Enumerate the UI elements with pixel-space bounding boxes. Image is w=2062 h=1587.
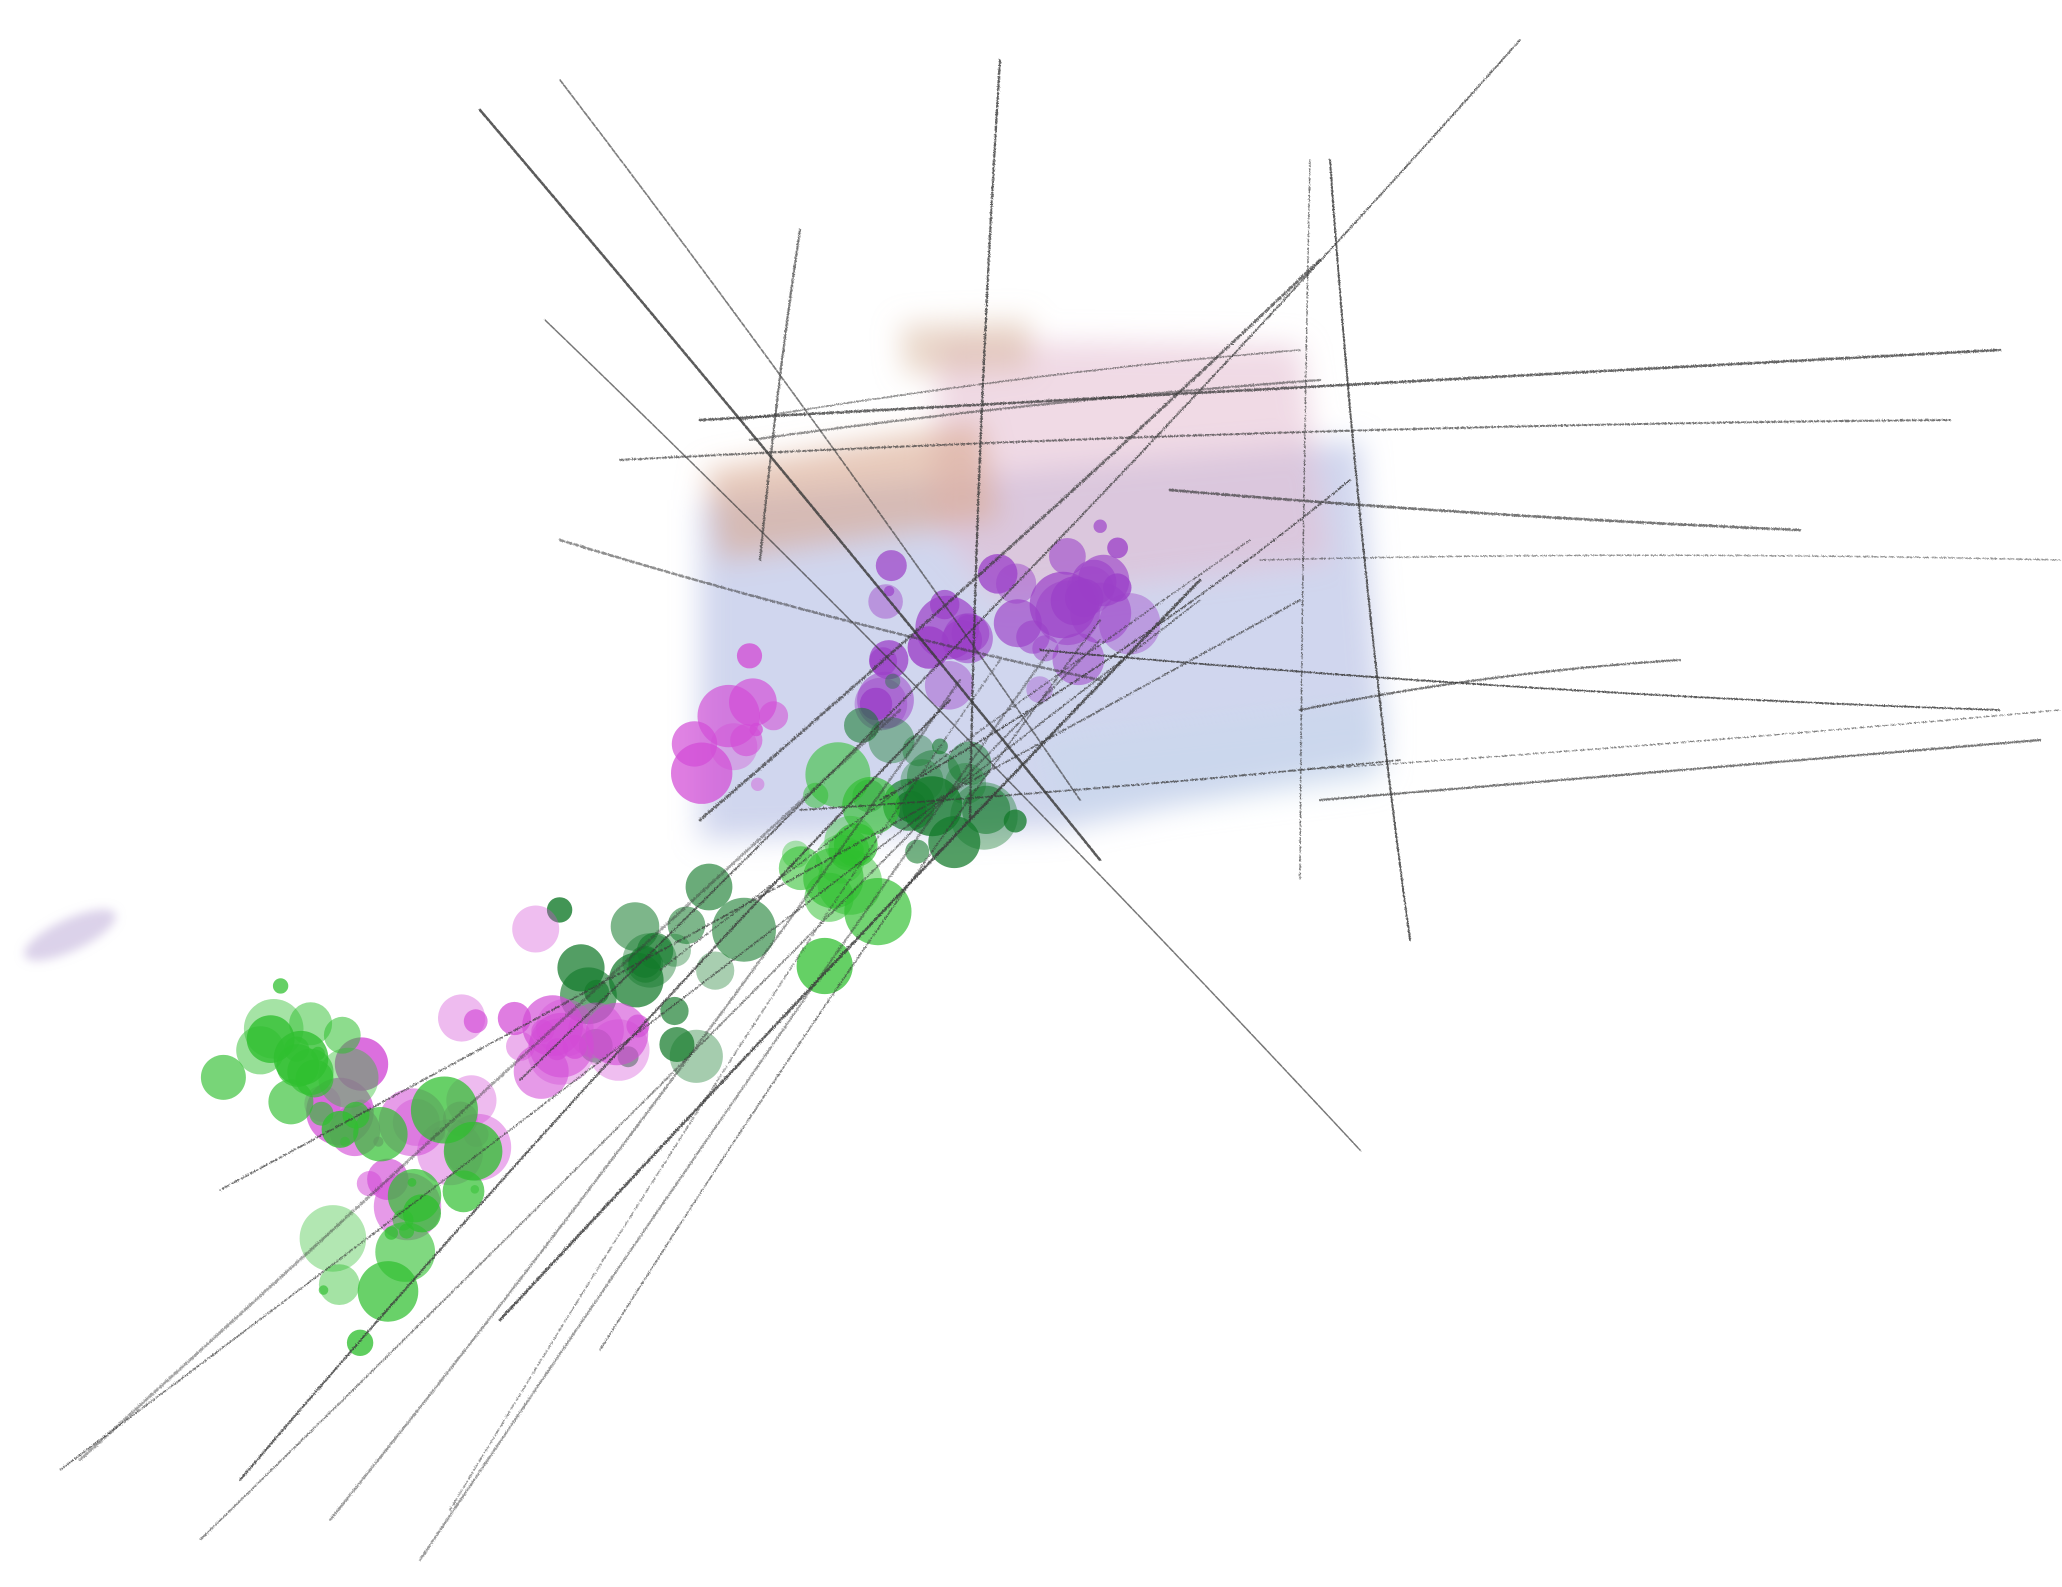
paint-splatter	[671, 721, 718, 767]
paint-splatter	[736, 643, 763, 669]
wash-peach	[705, 420, 1000, 560]
pencil-stroke	[799, 759, 1401, 811]
pencil-stroke	[968, 58, 1002, 822]
pencil-stroke	[619, 419, 1951, 461]
paint-splatter	[895, 790, 927, 823]
paint-splatter	[1107, 537, 1128, 559]
pencil-stroke	[748, 378, 1322, 442]
pencil-stroke	[739, 349, 1301, 421]
paint-splatter	[993, 599, 1042, 648]
paint-splatter	[868, 584, 903, 619]
pencil-stroke	[879, 479, 1351, 801]
paint-splatter	[200, 1054, 246, 1100]
paint-splatter	[796, 937, 853, 995]
paint-splatter	[610, 902, 660, 951]
paint-splatter	[1093, 519, 1107, 533]
paint-splatter	[842, 845, 860, 864]
pencil-stroke	[1039, 649, 2001, 711]
paint-splatter	[557, 944, 605, 992]
wash-light-blue	[1040, 700, 1385, 820]
paint-splatter	[272, 978, 289, 994]
paint-splatter	[463, 1009, 488, 1034]
paint-splatter	[1003, 809, 1027, 833]
paint-splatter	[659, 1027, 695, 1062]
paint-splatter	[318, 1285, 329, 1295]
paint-splatter	[1035, 580, 1100, 646]
pencil-stroke	[599, 619, 1101, 1351]
paint-splatter	[1049, 538, 1086, 575]
paint-splatter	[506, 1031, 535, 1061]
paint-splatter	[875, 550, 907, 582]
pencil-stroke	[1298, 658, 1682, 712]
paint-splatter	[236, 1026, 285, 1075]
paint-splatter	[622, 933, 677, 988]
pencil-stroke	[1299, 159, 1311, 881]
paint-splatter	[546, 1038, 568, 1061]
paint-splatter	[803, 782, 829, 809]
paint-splatter	[885, 673, 901, 689]
paint-splatter	[902, 734, 934, 767]
pencil-stroke	[78, 708, 902, 1462]
paint-splatter	[924, 661, 974, 710]
violet-smudge	[24, 909, 116, 961]
paint-splatter	[803, 847, 864, 909]
paint-splatter	[628, 945, 662, 978]
paint-splatter	[357, 1261, 419, 1322]
pencil-stroke	[1318, 738, 2042, 802]
paint-splatter	[782, 840, 810, 869]
pencil-stroke	[449, 659, 1001, 1511]
pencil-stroke	[498, 578, 1202, 1322]
pencil-stroke	[544, 319, 1361, 1151]
paint-splatter	[299, 1205, 367, 1272]
faint-violet-smudge	[24, 909, 116, 961]
paint-splatter	[962, 785, 1011, 835]
paint-splatter	[585, 1002, 649, 1066]
pencil-stroke	[1259, 554, 2061, 561]
pencil-stroke	[1299, 709, 2061, 771]
paint-splatter	[977, 554, 1018, 594]
paint-splatter	[730, 724, 763, 757]
paint-splatter	[660, 996, 689, 1026]
paint-splatter	[384, 1226, 398, 1240]
wash-top-tan	[900, 320, 1030, 375]
pencil-hatching	[59, 39, 2061, 1562]
paint-splatter	[392, 1209, 414, 1231]
pencil-stroke	[328, 678, 962, 1522]
pencil-stroke	[1329, 159, 1411, 941]
paint-splatter	[751, 777, 765, 791]
pencil-stroke	[238, 698, 952, 1482]
pencil-stroke	[659, 539, 1251, 971]
paint-splatter-trail	[200, 519, 1161, 1357]
pencil-stroke	[558, 538, 1102, 682]
paint-splatter	[318, 1047, 379, 1108]
paint-splatter	[442, 1170, 485, 1213]
paint-splatter	[844, 878, 912, 946]
paint-splatter	[883, 585, 895, 597]
pencil-stroke	[199, 639, 1101, 1541]
pencil-stroke	[478, 108, 1102, 862]
paint-splatter	[512, 905, 560, 953]
pencil-stroke	[418, 648, 1052, 1562]
paint-splatter	[323, 1016, 361, 1054]
paint-splatter	[309, 1101, 334, 1126]
paint-splatter	[470, 1185, 480, 1194]
paint-splatter	[759, 701, 789, 731]
paint-splatter	[318, 1264, 360, 1305]
pencil-stroke	[519, 39, 1521, 1081]
paint-splatter	[915, 595, 980, 660]
pencil-stroke	[698, 348, 2002, 422]
pencil-stroke	[1168, 488, 1802, 532]
paint-splatter	[958, 613, 974, 630]
paint-splatter	[353, 1107, 408, 1162]
pencil-stroke	[559, 79, 1081, 801]
paint-splatter	[276, 1044, 320, 1087]
pencil-stroke	[698, 258, 1322, 822]
paint-splatter	[410, 1076, 478, 1144]
paint-splatter	[1032, 635, 1059, 662]
pencil-stroke	[758, 228, 802, 562]
paint-splatter	[928, 816, 981, 869]
paint-splatter	[667, 906, 706, 945]
paint-splatter	[546, 897, 573, 923]
